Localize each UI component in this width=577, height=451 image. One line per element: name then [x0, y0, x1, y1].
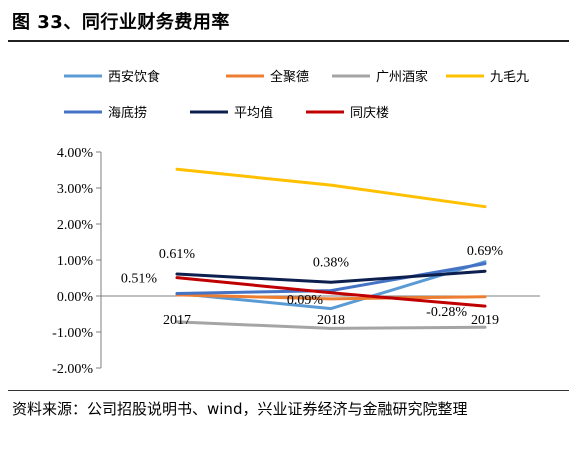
title-rule: [8, 40, 569, 42]
legend-label-4: 九毛九: [490, 70, 529, 85]
data-label-6: -0.28%: [426, 305, 467, 320]
series-line-2: [175, 293, 487, 301]
source-rule: [8, 390, 569, 391]
legend-label-1: 西安饮食: [108, 69, 160, 85]
source-note: 资料来源：公司招股说明书、wind，兴业证券经济与金融研究院整理: [12, 400, 468, 418]
y-tick-label-3: 2.00%: [57, 218, 94, 233]
legend-label-6: 平均值: [234, 105, 273, 121]
data-label-5: 0.09%: [287, 293, 324, 308]
x-tick-label-1: 2017: [163, 313, 191, 328]
series-line-5: [175, 262, 487, 295]
y-tick-label-5: 0.00%: [57, 290, 94, 305]
series-line-4: [175, 167, 487, 209]
figure-title: 图 33、同行业财务费用率: [12, 12, 230, 33]
legend-label-2: 全聚德: [270, 69, 309, 85]
data-label-3: 0.69%: [467, 244, 504, 259]
data-label-1: 0.61%: [159, 247, 196, 262]
series-line-6: [175, 269, 487, 284]
data-label-2: 0.38%: [313, 255, 350, 270]
y-tick-label-4: 1.00%: [57, 254, 94, 269]
x-tick-label-2: 2018: [317, 313, 345, 328]
y-tick-label-1: 4.00%: [57, 146, 94, 161]
legend-label-7: 同庆楼: [350, 106, 389, 121]
legend-label-5: 海底捞: [108, 105, 147, 121]
x-tick-label-3: 2019: [471, 313, 499, 328]
series-line-7: [175, 276, 487, 308]
y-tick-label-6: -1.00%: [52, 326, 93, 341]
series-line-1: [175, 260, 487, 311]
legend-label-3: 广州酒家: [376, 69, 428, 85]
series-line-3: [175, 320, 487, 330]
y-tick-label-7: -2.00%: [52, 362, 93, 377]
data-label-4: 0.51%: [121, 272, 158, 287]
y-tick-label-2: 3.00%: [57, 182, 94, 197]
